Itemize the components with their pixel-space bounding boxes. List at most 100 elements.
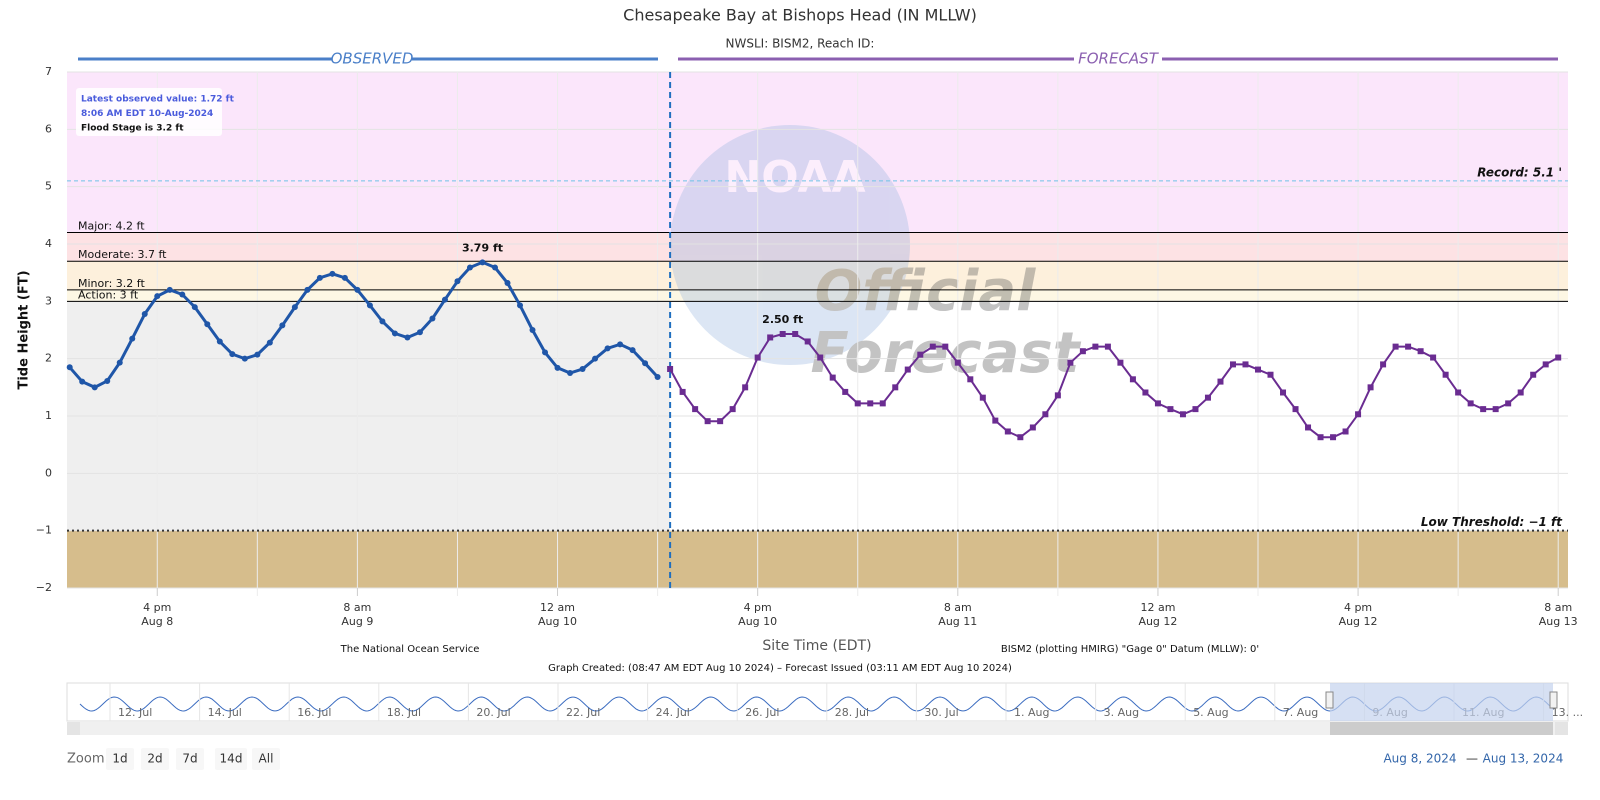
point[interactable] xyxy=(1430,354,1437,361)
range-to[interactable]: Aug 13, 2024 xyxy=(1483,752,1564,766)
point[interactable] xyxy=(717,418,724,425)
point[interactable] xyxy=(892,384,899,391)
scrollbar-thumb[interactable] xyxy=(1330,722,1553,735)
point[interactable] xyxy=(116,359,123,366)
point[interactable] xyxy=(1417,348,1424,355)
point[interactable] xyxy=(279,322,286,329)
point[interactable] xyxy=(1204,394,1211,401)
point[interactable] xyxy=(341,274,348,281)
zoom-button[interactable] xyxy=(141,748,169,770)
point[interactable] xyxy=(1517,389,1524,396)
point[interactable] xyxy=(491,264,498,271)
point[interactable] xyxy=(592,355,599,362)
point[interactable] xyxy=(904,366,911,373)
navigator[interactable] xyxy=(66,682,1569,722)
point[interactable] xyxy=(817,354,824,361)
point[interactable] xyxy=(166,286,173,293)
point[interactable] xyxy=(579,365,586,372)
point[interactable] xyxy=(792,331,799,338)
zoom-button-label[interactable]: All xyxy=(259,752,274,766)
point[interactable] xyxy=(567,370,574,376)
navigator-handle[interactable] xyxy=(1325,691,1334,709)
zoom-button[interactable] xyxy=(106,748,134,770)
point[interactable] xyxy=(629,347,636,354)
point[interactable] xyxy=(204,321,211,328)
point[interactable] xyxy=(1167,406,1174,413)
point[interactable] xyxy=(1492,406,1499,413)
point[interactable] xyxy=(1154,400,1161,407)
point[interactable] xyxy=(1380,361,1387,368)
point[interactable] xyxy=(1129,376,1136,383)
point[interactable] xyxy=(1255,366,1262,373)
zoom-button-label[interactable]: 2d xyxy=(147,752,162,766)
point[interactable] xyxy=(1392,343,1399,350)
range-from[interactable]: Aug 8, 2024 xyxy=(1383,752,1456,766)
point[interactable] xyxy=(879,400,886,407)
point[interactable] xyxy=(617,341,624,348)
point[interactable] xyxy=(1054,392,1061,399)
point[interactable] xyxy=(154,293,161,300)
point[interactable] xyxy=(554,364,561,371)
point[interactable] xyxy=(842,388,849,395)
point[interactable] xyxy=(1342,428,1349,435)
point[interactable] xyxy=(1217,378,1224,385)
zoom-button[interactable] xyxy=(215,748,247,770)
point[interactable] xyxy=(742,384,749,391)
point[interactable] xyxy=(1467,400,1474,407)
point[interactable] xyxy=(1179,411,1186,418)
point[interactable] xyxy=(779,331,786,338)
point[interactable] xyxy=(642,360,649,367)
point[interactable] xyxy=(191,304,198,311)
point[interactable] xyxy=(1029,424,1036,431)
point[interactable] xyxy=(667,365,674,372)
point[interactable] xyxy=(967,376,974,383)
point[interactable] xyxy=(1292,406,1299,413)
point[interactable] xyxy=(529,327,536,333)
point[interactable] xyxy=(654,374,661,381)
point[interactable] xyxy=(304,286,311,293)
point[interactable] xyxy=(329,270,336,277)
point[interactable] xyxy=(767,334,774,341)
point[interactable] xyxy=(942,343,949,350)
zoom-button[interactable] xyxy=(252,748,280,770)
point[interactable] xyxy=(754,354,761,361)
point[interactable] xyxy=(1242,361,1249,368)
point[interactable] xyxy=(1330,434,1337,441)
point[interactable] xyxy=(1092,343,1099,350)
point[interactable] xyxy=(229,351,236,358)
navigator-handle[interactable] xyxy=(1549,691,1558,709)
point[interactable] xyxy=(704,418,711,425)
point[interactable] xyxy=(1505,400,1512,407)
scrollbar[interactable] xyxy=(67,722,1568,735)
point[interactable] xyxy=(91,384,98,391)
point[interactable] xyxy=(1142,389,1149,396)
point[interactable] xyxy=(829,374,836,381)
point[interactable] xyxy=(1355,411,1362,418)
point[interactable] xyxy=(1480,406,1487,413)
point[interactable] xyxy=(1229,361,1236,368)
point[interactable] xyxy=(917,351,924,358)
point[interactable] xyxy=(479,259,486,266)
point[interactable] xyxy=(1117,359,1124,366)
point[interactable] xyxy=(679,388,686,395)
zoom-button-label[interactable]: 1d xyxy=(112,752,127,766)
point[interactable] xyxy=(391,330,398,337)
point[interactable] xyxy=(1042,411,1049,418)
point[interactable] xyxy=(1555,354,1562,361)
point[interactable] xyxy=(379,318,386,325)
point[interactable] xyxy=(441,296,448,303)
point[interactable] xyxy=(291,304,298,311)
point[interactable] xyxy=(854,400,861,407)
point[interactable] xyxy=(954,359,961,366)
point[interactable] xyxy=(929,343,936,350)
point[interactable] xyxy=(1455,389,1462,396)
point[interactable] xyxy=(1067,359,1074,366)
point[interactable] xyxy=(104,378,111,385)
point[interactable] xyxy=(1405,343,1412,350)
scroll-right[interactable] xyxy=(1555,722,1568,735)
point[interactable] xyxy=(1004,428,1011,435)
point[interactable] xyxy=(466,264,473,271)
point[interactable] xyxy=(992,417,999,424)
point[interactable] xyxy=(1017,434,1024,441)
point[interactable] xyxy=(316,274,323,281)
